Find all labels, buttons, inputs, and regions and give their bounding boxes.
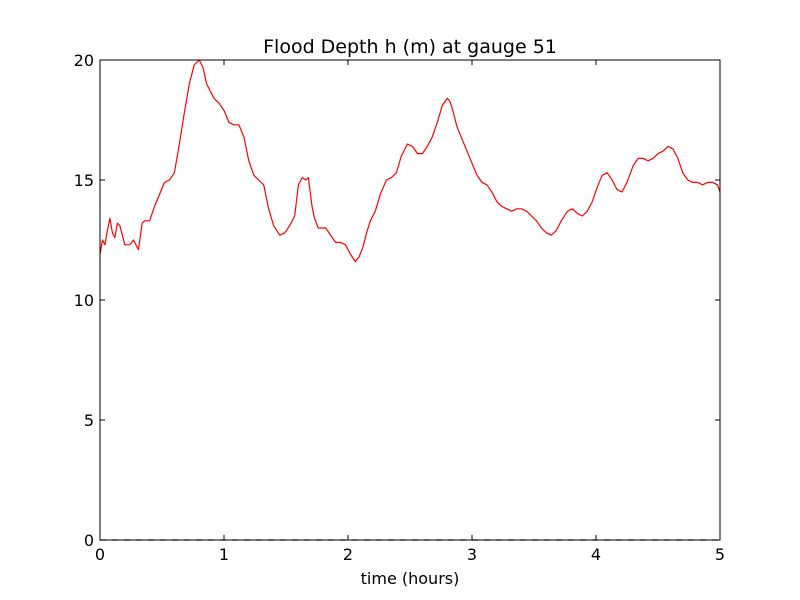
x-tick-label: 1 [219, 545, 229, 564]
x-tick-label: 0 [95, 545, 105, 564]
y-tick-label: 0 [84, 531, 94, 550]
x-tick-label: 2 [343, 545, 353, 564]
chart-title: Flood Depth h (m) at gauge 51 [263, 36, 557, 58]
y-tick-label: 10 [74, 291, 94, 310]
y-tick-label: 5 [84, 411, 94, 430]
plot-frame [99, 59, 721, 541]
y-tick-label: 20 [74, 51, 94, 70]
x-axis-label: time (hours) [361, 569, 460, 588]
x-tick-label: 5 [715, 545, 725, 564]
y-tick-label: 15 [74, 171, 94, 190]
ticks-layer: 0 1 2 3 4 5 0 5 10 15 20 [74, 51, 725, 564]
depth-series-line [99, 59, 721, 263]
x-tick-label: 4 [591, 545, 601, 564]
x-tick-label: 3 [467, 545, 477, 564]
series-layer [99, 59, 721, 541]
